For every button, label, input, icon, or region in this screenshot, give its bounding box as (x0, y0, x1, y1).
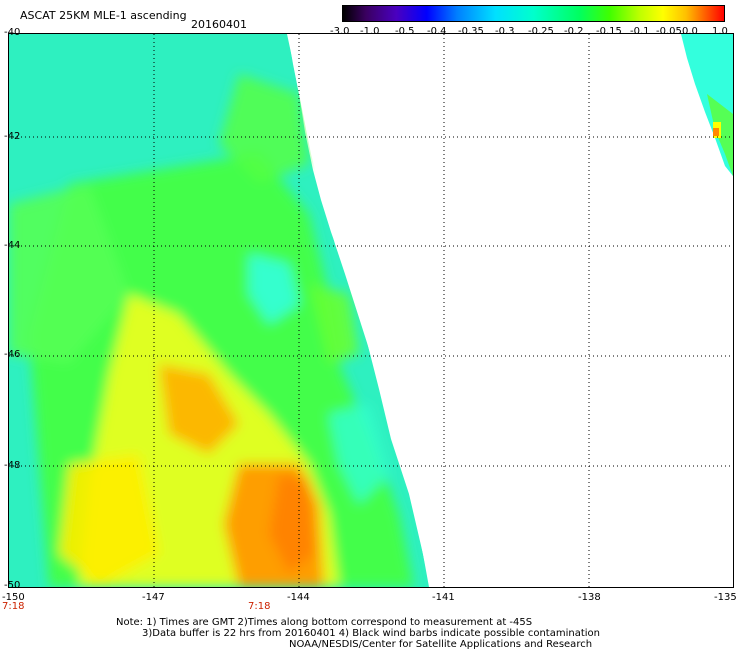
colorbar-tick: -0.35 (458, 26, 484, 37)
colorbar-tick: -0.25 (528, 26, 554, 37)
colorbar (342, 5, 725, 22)
map-svg (9, 34, 733, 587)
swath-gradients (9, 74, 414, 587)
map-date: 20160401 (191, 18, 247, 31)
map-title: ASCAT 25KM MLE-1 ascending (20, 9, 187, 22)
lat-label: -48 (4, 460, 21, 471)
lat-label: -50 (4, 580, 21, 591)
colorbar-tick: 1.0 (712, 26, 728, 37)
map-grid (9, 34, 733, 587)
swath-edge (288, 34, 733, 587)
lat-label: -42 (4, 131, 21, 142)
lon-label: -144 (287, 592, 310, 603)
footer-note-3: NOAA/NESDIS/Center for Satellite Applica… (289, 639, 593, 650)
lon-label: -141 (432, 592, 455, 603)
colorbar-ticks: -3.0 -1.0 -0.5 -0.4 -0.35 -0.3 -0.25 -0.… (330, 26, 730, 38)
colorbar-tick: -0.3 (495, 26, 515, 37)
colorbar-tick: -0.15 (596, 26, 622, 37)
lon-label: -135 (714, 592, 737, 603)
time-label: 7:18 (248, 601, 271, 612)
footer-note-2: 3)Data buffer is 22 hrs from 20160401 4)… (142, 628, 600, 639)
time-label: 7:18 (2, 601, 25, 612)
lon-label: -138 (578, 592, 601, 603)
map-panel[interactable] (8, 33, 734, 588)
colorbar-tick: -0.4 (427, 26, 447, 37)
colorbar-tick: -1.0 (360, 26, 380, 37)
colorbar-tick: -0.2 (564, 26, 584, 37)
lon-label: -150 (2, 592, 25, 603)
colorbar-tick: -0.5 (395, 26, 415, 37)
footer-note-1: Note: 1) Times are GMT 2)Times along bot… (116, 617, 533, 628)
lat-label: -40 (4, 27, 21, 38)
colorbar-tick: -3.0 (330, 26, 350, 37)
colorbar-tick: 0.0 (682, 26, 698, 37)
lat-label: -44 (4, 240, 21, 251)
colorbar-tick: -0.05 (656, 26, 682, 37)
swath-right (681, 34, 733, 176)
colorbar-tick: -0.1 (630, 26, 650, 37)
lon-label: -147 (142, 592, 165, 603)
lat-label: -46 (4, 349, 21, 360)
